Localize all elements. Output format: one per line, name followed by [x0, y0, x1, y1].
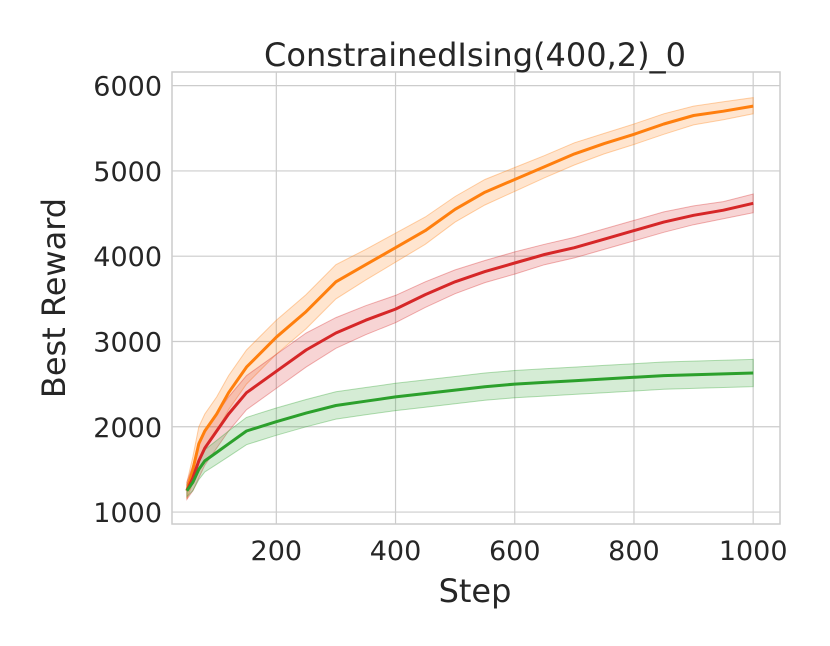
series-0-line: [185, 104, 754, 492]
y-tick-label: 1000: [93, 498, 162, 529]
y-tick-labels: 1000 2000 3000 4000 5000 6000: [93, 72, 162, 529]
y-tick-label: 2000: [93, 413, 162, 444]
x-tick-labels: 200 400 600 800 1000: [251, 536, 788, 567]
series-1-band: [186, 193, 754, 501]
x-tick-label: 200: [251, 536, 303, 567]
confidence-bands: [186, 97, 754, 501]
plot-frame: [171, 71, 781, 525]
x-axis-label: Step: [439, 572, 512, 610]
chart-title: ConstrainedIsing(400,2)_0: [264, 36, 686, 74]
y-tick-label: 6000: [93, 72, 162, 103]
series-2-line: [185, 371, 754, 492]
x-tick-label: 800: [608, 536, 660, 567]
series-lines: [185, 104, 754, 492]
series-2-band: [186, 358, 754, 498]
series-1-line: [185, 201, 754, 492]
x-tick-label: 1000: [719, 536, 788, 567]
y-tick-label: 4000: [93, 242, 162, 273]
y-axis-label: Best Reward: [35, 198, 73, 398]
x-tick-label: 600: [489, 536, 541, 567]
x-tick-label: 400: [370, 536, 422, 567]
grid: [172, 72, 780, 524]
y-tick-label: 3000: [93, 327, 162, 358]
y-tick-label: 5000: [93, 157, 162, 188]
series-0-band: [186, 97, 754, 500]
